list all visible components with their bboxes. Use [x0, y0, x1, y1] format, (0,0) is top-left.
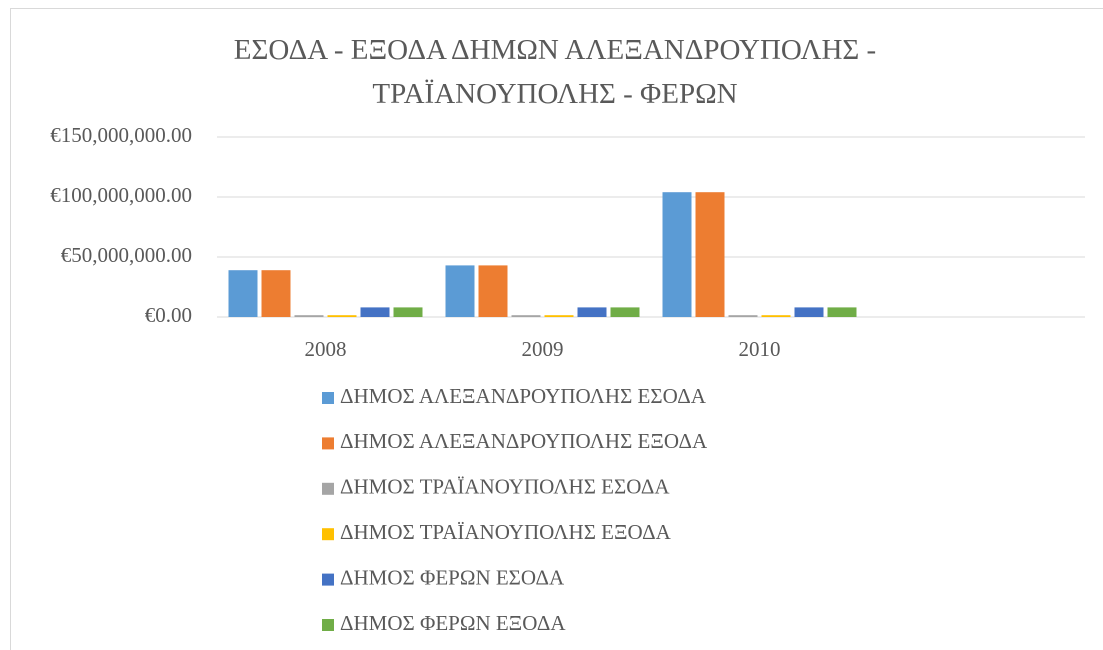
- chart-border: [10, 8, 1103, 650]
- bar: [577, 307, 607, 317]
- chart-title: ΕΣΟΔΑ - ΕΞΟΔΑ ΔΗΜΩΝ ΑΛΕΞΑΝΔΡΟΥΠΟΛΗΣ - ΤΡ…: [233, 34, 877, 110]
- y-tick-label: €100,000,000.00: [50, 183, 192, 207]
- bar: [728, 315, 758, 317]
- legend-label: ΔΗΜΟΣ ΦΕΡΩΝ ΕΣΟΔΑ: [340, 565, 565, 589]
- bar: [360, 307, 390, 317]
- x-tick-label: 2010: [739, 337, 781, 361]
- bar: [393, 307, 423, 317]
- bar: [794, 307, 824, 317]
- bar: [511, 315, 541, 317]
- bar: [761, 315, 791, 317]
- bar: [294, 315, 324, 317]
- bar: [544, 315, 574, 317]
- x-tick-label: 2008: [305, 337, 347, 361]
- legend-label: ΔΗΜΟΣ ΤΡΑΪΑΝΟΥΠΟΛΗΣ ΕΣΟΔΑ: [340, 475, 670, 499]
- bar: [695, 192, 725, 317]
- bar: [610, 307, 640, 317]
- legend-swatch: [322, 573, 334, 586]
- legend-label: ΔΗΜΟΣ ΑΛΕΞΑΝΔΡΟΥΠΟΛΗΣ ΕΣΟΔΑ: [340, 384, 707, 408]
- legend-swatch: [322, 619, 334, 631]
- legend-swatch: [322, 482, 334, 495]
- y-tick-label: €50,000,000.00: [61, 243, 192, 267]
- legend-label: ΔΗΜΟΣ ΑΛΕΞΑΝΔΡΟΥΠΟΛΗΣ ΕΞΟΔΑ: [340, 429, 708, 453]
- legend-label: ΔΗΜΟΣ ΦΕΡΩΝ ΕΞΟΔΑ: [340, 611, 566, 635]
- bar: [662, 192, 692, 317]
- legend-swatch: [322, 437, 334, 450]
- bar: [478, 265, 508, 317]
- y-tick-label: €0.00: [145, 303, 192, 327]
- bar: [445, 265, 475, 317]
- legend-swatch: [322, 392, 334, 404]
- x-tick-label: 2009: [522, 337, 564, 361]
- y-tick-label: €150,000,000.00: [50, 123, 192, 147]
- bar: [261, 270, 291, 317]
- bar: [228, 270, 258, 317]
- legend-swatch: [322, 528, 334, 541]
- bar: [827, 307, 857, 317]
- legend-label: ΔΗΜΟΣ ΤΡΑΪΑΝΟΥΠΟΛΗΣ ΕΞΟΔΑ: [340, 520, 672, 544]
- bar: [327, 315, 357, 317]
